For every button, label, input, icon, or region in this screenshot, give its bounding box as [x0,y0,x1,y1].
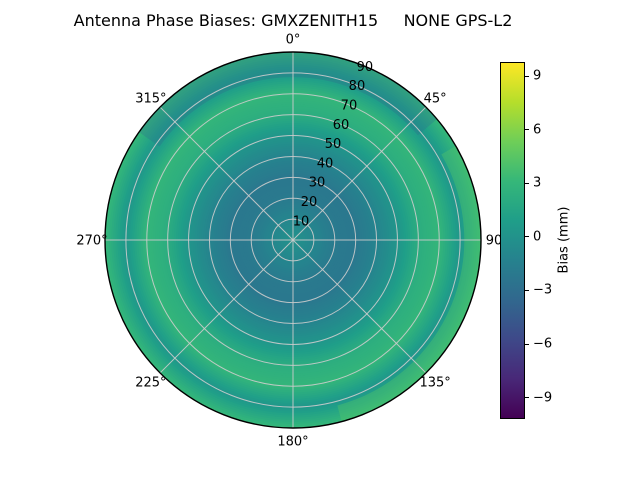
plot-edge [104,51,482,429]
colorbar-tick-label: 0 [533,229,542,245]
azimuth-tick-label: 270° [76,234,107,249]
colorbar-tick-mark [525,289,529,291]
azimuth-tick-label: 45° [424,91,447,106]
colorbar-tick-label: −9 [533,390,553,406]
colorbar-tick-mark [525,397,529,399]
colorbar-tick-mark [525,343,529,345]
azimuth-tick-label: 0° [286,33,301,48]
colorbar-axis-label: Bias (mm) [556,206,572,274]
grid-spoke [159,239,294,374]
colorbar-tick-label: 6 [533,122,542,138]
grid-spoke [159,106,294,241]
colorbar-tick-label: 9 [533,68,542,84]
zenith-tick-label: 60 [333,118,350,133]
zenith-tick-label: 90 [357,60,374,75]
colorbar-tick-label: 3 [533,175,542,191]
colorbar-tick-label: −6 [533,336,553,352]
azimuth-tick-label: 90 [486,234,503,249]
colorbar: 9 6 3 0 −3 −6 −9 Bias (mm) [500,62,640,419]
zenith-tick-label: 50 [325,137,342,152]
zenith-tick-label: 70 [341,98,358,113]
grid-spoke [292,239,427,374]
chart-title: Antenna Phase Biases: GMXZENITH15 NONE G… [73,11,513,30]
azimuth-tick-label: 225° [135,376,166,391]
zenith-tick-label: 30 [309,176,326,191]
azimuth-tick-label: 315° [135,91,166,106]
azimuth-tick-label: 180° [277,435,308,450]
bias-angular-patch [138,52,438,147]
colorbar-tick-mark [525,236,529,238]
zenith-tick-label: 80 [349,79,366,94]
bias-angular-patch [337,146,482,422]
azimuth-tick-label: 135° [419,376,450,391]
grid-spoke [292,106,427,241]
zenith-tick-label: 40 [317,156,334,171]
colorbar-tick-mark [525,75,529,77]
colorbar-tick-mark [525,182,529,184]
colorbar-tick-mark [525,129,529,131]
zenith-tick-label: 20 [301,195,318,210]
zenith-tick-label: 10 [293,214,310,229]
colorbar-gradient [500,62,525,419]
colorbar-tick-label: −3 [533,282,553,298]
